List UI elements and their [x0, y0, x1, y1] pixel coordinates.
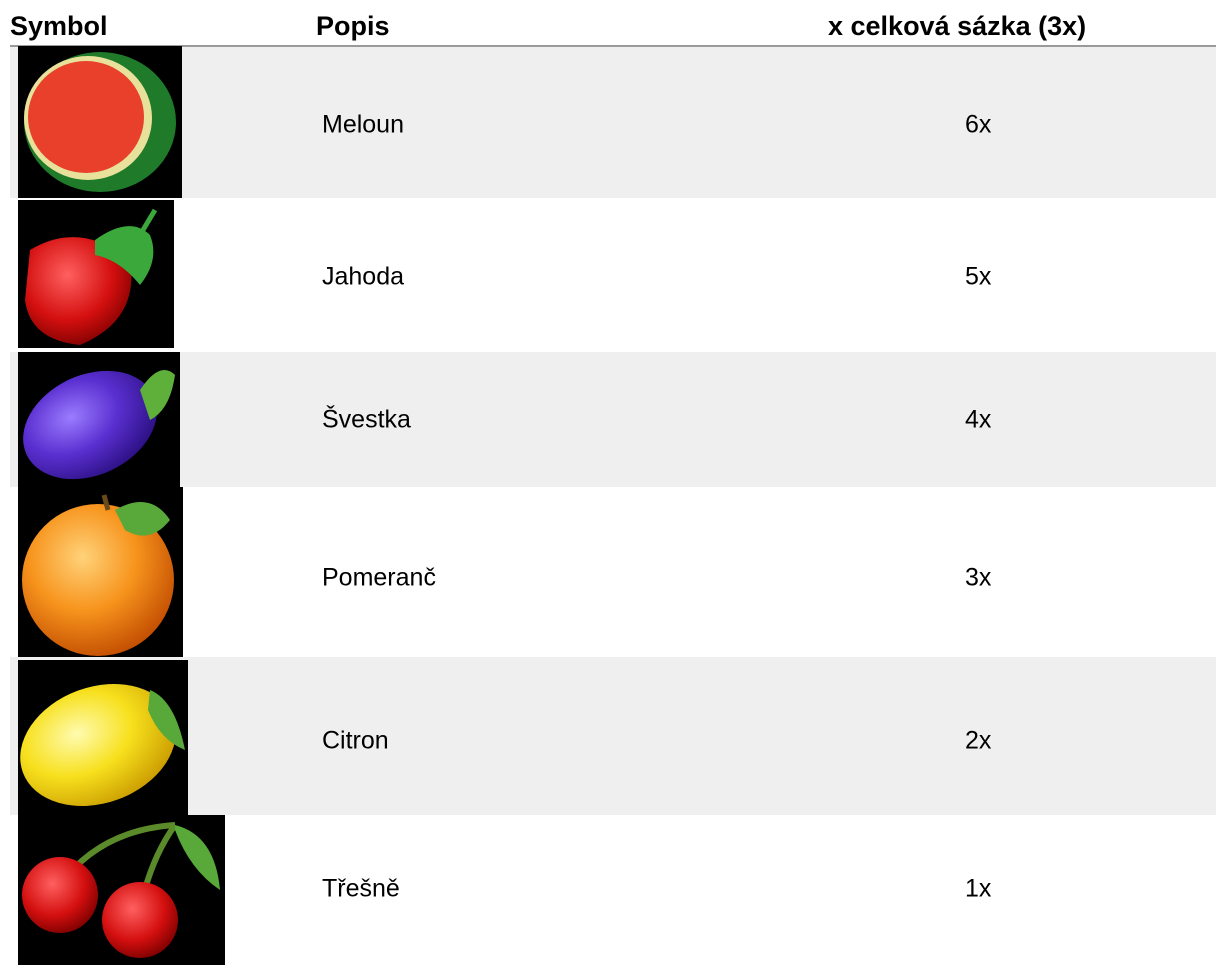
watermelon-icon — [18, 46, 182, 198]
payout-table: Symbol Popis x celková sázka (3x) M — [0, 0, 1216, 965]
description-cell: Citron — [322, 727, 389, 755]
lemon-icon — [3, 660, 193, 827]
description-cell: Jahoda — [322, 263, 404, 291]
header-cell: x celková sázka (3x) — [828, 11, 1086, 41]
payout-cell: 2x — [965, 727, 992, 755]
row-background — [10, 46, 1216, 198]
plum-icon — [5, 350, 180, 500]
payout-cell: 4x — [965, 406, 992, 434]
description-cell: Pomeranč — [322, 564, 436, 592]
payout-cell: 5x — [965, 263, 992, 291]
description-cell: Meloun — [322, 111, 404, 139]
header-cell: Popis — [316, 11, 390, 41]
row-background — [10, 657, 1216, 815]
row-background — [10, 352, 1216, 487]
description-cell: Švestka — [322, 405, 411, 434]
orange-icon — [18, 487, 183, 657]
description-cell: Třešně — [322, 875, 400, 903]
payout-cell: 6x — [965, 111, 992, 139]
payout-cell: 1x — [965, 875, 992, 903]
strawberry-icon — [18, 200, 174, 348]
payout-cell: 3x — [965, 564, 992, 592]
header-cell: Symbol — [10, 11, 108, 41]
cherries-icon — [18, 815, 225, 965]
page: {"table": { "header": ["Symbol", "Popis"… — [0, 0, 1216, 965]
